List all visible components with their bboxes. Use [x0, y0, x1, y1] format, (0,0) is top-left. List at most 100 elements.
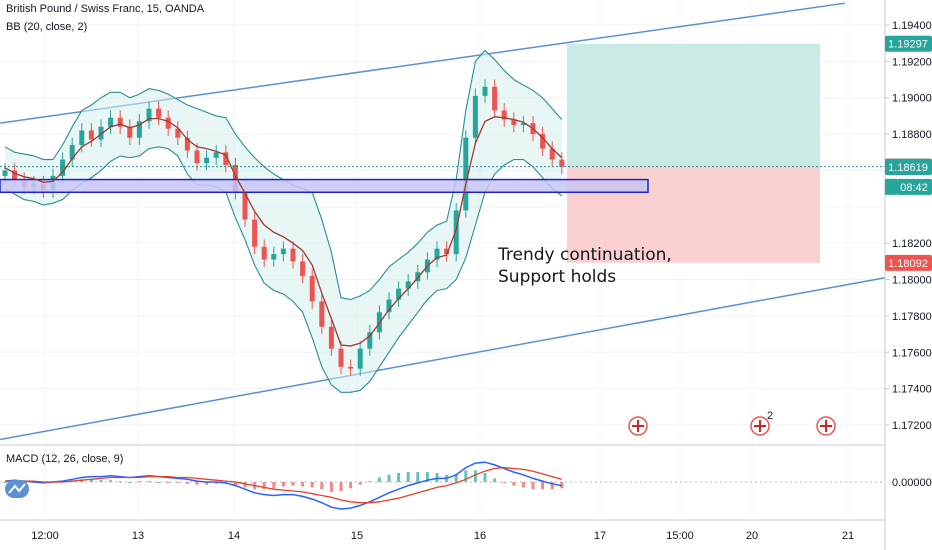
macd-histogram-bar [464, 470, 468, 482]
macd-histogram-bar [137, 481, 141, 483]
candle[interactable] [482, 86, 488, 96]
macd-histogram-bar [358, 482, 362, 485]
candle[interactable] [492, 86, 498, 111]
candle[interactable] [175, 128, 181, 138]
macd-histogram-bar [368, 481, 372, 483]
candle[interactable] [79, 130, 85, 145]
candle[interactable] [319, 301, 325, 327]
candle[interactable] [453, 210, 459, 255]
candle[interactable] [2, 170, 8, 176]
macd-histogram-bar [521, 482, 525, 488]
macd-histogram-bar [339, 482, 343, 491]
candle[interactable] [146, 108, 152, 122]
macd-histogram-bar [416, 472, 420, 482]
macd-histogram-bar [89, 479, 93, 482]
macd-histogram-bar [185, 482, 189, 484]
macd-histogram-bar [377, 477, 381, 482]
macd-signal-line[interactable] [5, 466, 562, 504]
candle[interactable] [156, 108, 162, 118]
price-tag[interactable] [885, 254, 932, 271]
logo-mark-icon [8, 483, 26, 494]
candle[interactable] [127, 126, 133, 138]
macd-histogram-bar [502, 482, 506, 483]
bb-basis-line[interactable] [4, 116, 563, 347]
candle[interactable] [117, 117, 123, 127]
price-tick-label: 1.19200 [892, 56, 932, 68]
candle[interactable] [213, 152, 219, 158]
candle[interactable] [386, 299, 392, 313]
candle[interactable] [463, 137, 469, 211]
macd-histogram-bar [541, 482, 545, 490]
candle[interactable] [396, 288, 402, 300]
macd-histogram-bar [406, 472, 410, 482]
candle[interactable] [60, 159, 66, 176]
candle[interactable] [434, 248, 440, 260]
macd-histogram-bar [195, 482, 199, 485]
candle[interactable] [242, 192, 248, 220]
macd-histogram-bar [301, 482, 305, 487]
time-axis-label: 15:00 [666, 530, 694, 542]
candle[interactable] [338, 348, 344, 367]
bb-lower-band[interactable] [4, 146, 563, 393]
candle[interactable] [549, 148, 555, 160]
candle[interactable] [520, 123, 526, 125]
candle[interactable] [511, 119, 517, 125]
candle[interactable] [540, 134, 546, 149]
candle[interactable] [357, 348, 363, 369]
countdown-tag[interactable] [897, 178, 932, 195]
candle[interactable] [98, 126, 104, 140]
macd-histogram-bar [483, 473, 487, 482]
candle[interactable] [348, 366, 354, 369]
macd-histogram-bar [454, 473, 458, 482]
candle[interactable] [328, 326, 334, 349]
candle[interactable] [136, 121, 142, 138]
candle[interactable] [204, 157, 210, 164]
candle[interactable] [252, 219, 258, 247]
price-tag[interactable] [885, 35, 932, 52]
candle[interactable] [271, 254, 277, 260]
candle[interactable] [12, 170, 18, 180]
macd-histogram-bar [550, 482, 554, 490]
candle[interactable] [501, 110, 507, 120]
macd-histogram-bar [157, 482, 161, 483]
price-tag-label: 1.18619 [888, 162, 928, 174]
candle[interactable] [69, 145, 75, 160]
candle[interactable] [88, 130, 94, 140]
symbol-title[interactable]: British Pound / Swiss Franc, 15, OANDA [6, 3, 205, 15]
candle[interactable] [223, 152, 229, 165]
candle[interactable] [300, 261, 306, 276]
macd-indicator-label[interactable]: MACD (12, 26, close, 9) [6, 453, 124, 465]
candle[interactable] [280, 248, 286, 255]
candle[interactable] [405, 281, 411, 289]
candle[interactable] [290, 248, 296, 262]
macd-histogram-bar [435, 473, 439, 482]
macd-line[interactable] [4, 461, 562, 510]
macd-histogram-bar [243, 482, 247, 488]
countdown-tag-label: 08:42 [900, 182, 928, 194]
candle[interactable] [444, 248, 450, 255]
macd-histogram-bar [425, 472, 429, 482]
candle[interactable] [194, 150, 200, 164]
candle[interactable] [165, 117, 171, 129]
candle[interactable] [232, 165, 238, 193]
candle[interactable] [184, 137, 190, 151]
bb-fill [5, 50, 562, 393]
candle[interactable] [367, 332, 373, 349]
time-axis-label: 16 [474, 530, 486, 542]
macd-histogram-bar [262, 482, 266, 490]
candle[interactable] [261, 246, 267, 260]
candle[interactable] [309, 275, 315, 302]
macd-histogram-bar [233, 482, 237, 486]
macd-histogram-bar [310, 482, 314, 488]
support-zone[interactable] [0, 178, 649, 194]
price-tick-label: 1.18800 [892, 129, 932, 141]
candle[interactable] [559, 159, 565, 167]
candle[interactable] [472, 95, 478, 138]
bb-indicator-label[interactable]: BB (20, close, 2) [6, 21, 88, 33]
price-tag[interactable] [885, 159, 932, 175]
channel-lower-line[interactable] [0, 276, 886, 441]
profit-zone[interactable] [567, 43, 820, 167]
candle[interactable] [108, 117, 114, 127]
macd-histogram-bar [205, 482, 209, 485]
